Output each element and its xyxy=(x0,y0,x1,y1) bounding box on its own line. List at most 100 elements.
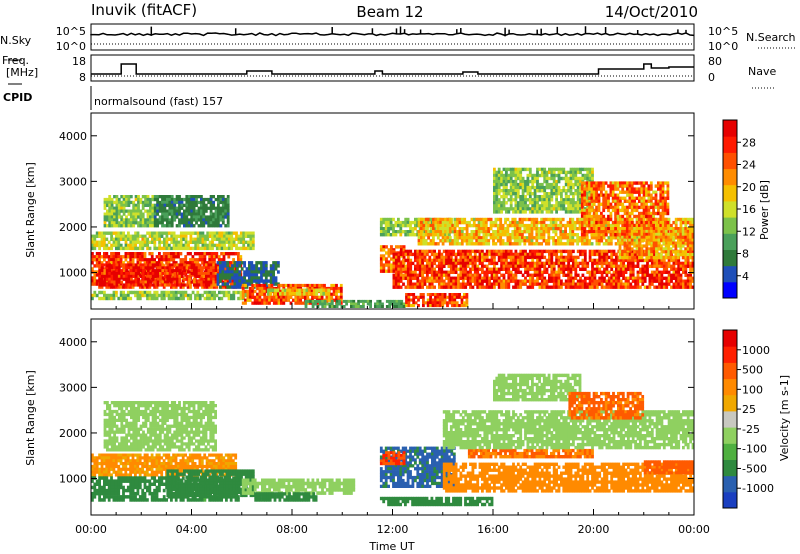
heatmap-cell xyxy=(471,264,475,268)
heatmap-cell xyxy=(407,304,411,308)
heatmap-cell xyxy=(137,203,140,207)
heatmap-cell xyxy=(605,273,609,277)
heatmap-cell xyxy=(547,242,551,246)
heatmap-cell xyxy=(466,273,470,277)
heatmap-cell xyxy=(185,283,189,287)
heatmap-cell xyxy=(260,283,264,288)
heatmap-cell xyxy=(110,243,113,248)
heatmap-cell xyxy=(516,267,520,271)
heatmap-cell xyxy=(226,212,230,216)
heatmap-cell xyxy=(161,280,165,284)
heatmap-cell xyxy=(141,285,145,289)
heatmap-cell xyxy=(562,249,566,254)
heatmap-cell xyxy=(397,223,400,228)
heatmap-cell xyxy=(253,301,257,305)
heatmap-cell xyxy=(231,273,234,277)
heatmap-cell xyxy=(219,218,223,222)
heatmap-cell xyxy=(480,220,483,225)
heatmap-cell xyxy=(667,261,671,266)
heatmap-cell xyxy=(219,195,223,199)
heatmap-cell xyxy=(564,258,568,263)
heatmap-cell xyxy=(161,221,164,225)
heatmap-cell xyxy=(110,266,114,270)
heatmap-cell xyxy=(236,270,239,274)
heatmap-cell xyxy=(583,255,587,260)
heatmap-cell xyxy=(561,233,565,237)
heatmap-cell xyxy=(209,280,213,284)
heatmap-cell xyxy=(232,290,236,295)
heatmap-cell xyxy=(125,200,128,205)
heatmap-cell xyxy=(126,261,130,265)
heatmap-cell xyxy=(490,249,494,254)
heatmap-cell xyxy=(202,218,206,222)
heatmap-cell xyxy=(509,279,513,283)
heatmap-cell xyxy=(248,295,252,299)
heatmap-cell xyxy=(536,270,539,274)
heatmap-cell xyxy=(229,252,233,256)
heatmap-cell xyxy=(385,257,388,261)
heatmap-cell xyxy=(134,246,137,251)
heatmap-cell xyxy=(124,237,128,241)
heatmap-cell xyxy=(477,217,481,222)
heatmap-cell xyxy=(168,274,172,278)
heatmap-cell xyxy=(156,203,159,207)
heatmap-cell xyxy=(482,223,486,228)
heatmap-cell xyxy=(524,279,527,283)
heatmap-cell xyxy=(190,218,194,222)
heatmap-cell xyxy=(272,267,275,271)
heatmap-cell xyxy=(434,223,438,228)
heatmap-cell xyxy=(662,285,666,289)
heatmap-cell xyxy=(406,255,410,260)
heatmap-cell xyxy=(448,295,452,299)
heatmap-cell xyxy=(600,261,604,266)
heatmap-cell xyxy=(100,243,104,248)
heatmap-cell xyxy=(471,258,475,263)
heatmap-cell xyxy=(473,273,477,277)
heatmap-cell xyxy=(612,223,616,228)
heatmap-cell xyxy=(470,230,474,234)
heatmap-cell xyxy=(469,285,472,289)
heatmap-cell xyxy=(242,234,246,238)
heatmap-cell xyxy=(264,279,268,283)
heatmap-cell xyxy=(390,266,393,270)
heatmap-cell xyxy=(545,230,548,234)
heatmap-cell xyxy=(209,218,213,222)
heatmap-cell xyxy=(127,197,131,202)
heatmap-cell xyxy=(502,258,506,263)
heatmap-cell xyxy=(441,239,445,243)
heatmap-cell xyxy=(387,217,390,222)
heatmap-cell xyxy=(201,258,204,262)
heatmap-cell xyxy=(223,273,227,277)
heatmap-cell xyxy=(416,273,420,277)
heatmap-cell xyxy=(235,231,238,235)
heatmap-cell xyxy=(533,273,537,277)
heatmap-cell xyxy=(528,273,532,277)
heatmap-cell xyxy=(395,299,399,303)
heatmap-cell xyxy=(528,252,532,257)
heatmap-cell xyxy=(395,302,399,306)
heatmap-cell xyxy=(494,220,498,225)
heatmap-cell xyxy=(429,295,432,299)
heatmap-cell xyxy=(225,252,228,256)
heatmap-cell xyxy=(573,239,577,243)
heatmap-cell xyxy=(264,273,268,277)
heatmap-cell xyxy=(449,255,453,260)
heatmap-cell xyxy=(382,248,386,252)
heatmap-cell xyxy=(151,218,155,222)
heatmap-cell xyxy=(105,296,109,301)
heatmap-cell xyxy=(521,273,525,277)
heatmap-cell xyxy=(509,258,513,263)
heatmap-cell xyxy=(447,285,451,289)
heatmap-cell xyxy=(543,264,547,268)
heatmap-cell xyxy=(440,258,444,263)
heatmap-cell xyxy=(417,236,421,240)
heatmap-cell xyxy=(294,295,298,299)
heatmap-cell xyxy=(390,263,393,267)
heatmap-cell xyxy=(670,279,673,283)
heatmap-cell xyxy=(130,280,133,284)
heatmap-cell xyxy=(272,301,276,305)
heatmap-cell xyxy=(242,231,246,235)
heatmap-cell xyxy=(456,242,459,246)
heatmap-cell xyxy=(552,276,556,280)
heatmap-cell xyxy=(416,261,420,266)
